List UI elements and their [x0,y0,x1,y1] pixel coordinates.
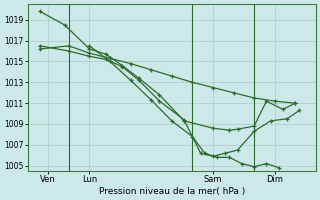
X-axis label: Pression niveau de la mer( hPa ): Pression niveau de la mer( hPa ) [99,187,245,196]
